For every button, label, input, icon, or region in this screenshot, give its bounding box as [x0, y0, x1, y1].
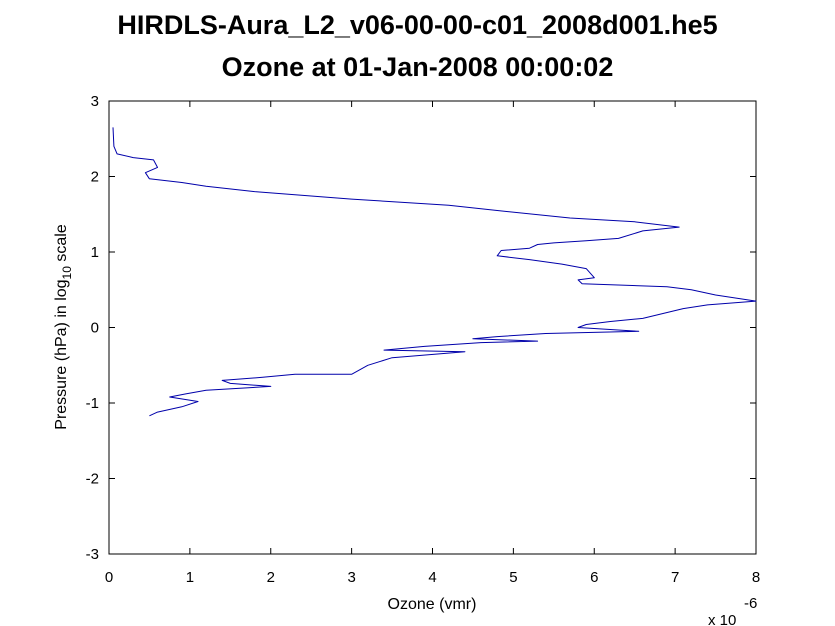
x-axis-ticks: 0 1 2 3 4 5 6 7 8: [105, 101, 760, 586]
y-tick-label: 0: [91, 320, 99, 337]
y-tick-label: -3: [86, 546, 99, 563]
y-tick-label: 2: [91, 169, 99, 186]
x-tick-label: 0: [105, 569, 113, 586]
chart-subtitle: Ozone at 01-Jan-2008 00:00:02: [221, 52, 614, 82]
x-exponent-power: -6: [744, 595, 757, 612]
ozone-profile-line: [112, 127, 757, 417]
chart-title: HIRDLS-Aura_L2_v06-00-00-c01_2008d001.he…: [117, 10, 718, 40]
x-tick-label: 3: [347, 569, 355, 586]
y-tick-label: -2: [86, 471, 99, 488]
series-layer: [112, 127, 757, 417]
y-axis-label-main: Pressure (hPa) in log: [53, 279, 70, 429]
y-axis-label: Pressure (hPa) in log10 scale: [53, 224, 74, 430]
y-tick-label: 3: [91, 93, 99, 110]
x-tick-label: 2: [267, 569, 275, 586]
y-axis-ticks: -3 -2 -1 0 1 2 3: [86, 93, 756, 563]
y-axis-label-end: scale: [53, 224, 70, 266]
x-exponent-base: x 10: [708, 612, 736, 626]
y-tick-label: 1: [91, 244, 99, 261]
x-tick-label: 8: [752, 569, 760, 586]
x-tick-label: 5: [509, 569, 517, 586]
plot-area-frame: [108, 100, 757, 555]
x-tick-label: 7: [671, 569, 679, 586]
x-axis-label: Ozone (vmr): [388, 596, 477, 613]
y-axis-label-subscript: 10: [60, 266, 74, 280]
y-tick-label: -1: [86, 395, 99, 412]
x-tick-label: 4: [428, 569, 436, 586]
x-tick-label: 6: [590, 569, 598, 586]
x-tick-label: 1: [186, 569, 194, 586]
